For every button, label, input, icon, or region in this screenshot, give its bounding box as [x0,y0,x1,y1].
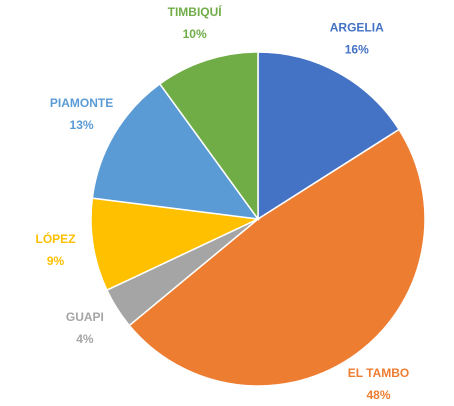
slice-value-label: 13% [70,118,94,132]
slice-value-label: 9% [47,254,65,268]
slice-label: PIAMONTE [50,96,113,110]
slice-value-label: 16% [345,43,369,57]
pie-slice [90,197,261,292]
slice-label: LÓPEZ [36,231,76,246]
slice-label: EL TAMBO [348,366,410,380]
slice-value-label: 48% [366,388,390,402]
pie-slice [91,82,260,220]
pie-slice [128,128,426,387]
slice-value-label: 4% [76,332,94,346]
slice-label: TIMBIQUÍ [168,4,223,19]
slice-label: GUAPI [66,310,104,324]
pie-slice [257,51,401,221]
pie-slice [158,51,259,222]
slice-label: ARGELIA [330,21,384,35]
slice-value-label: 10% [183,27,207,41]
